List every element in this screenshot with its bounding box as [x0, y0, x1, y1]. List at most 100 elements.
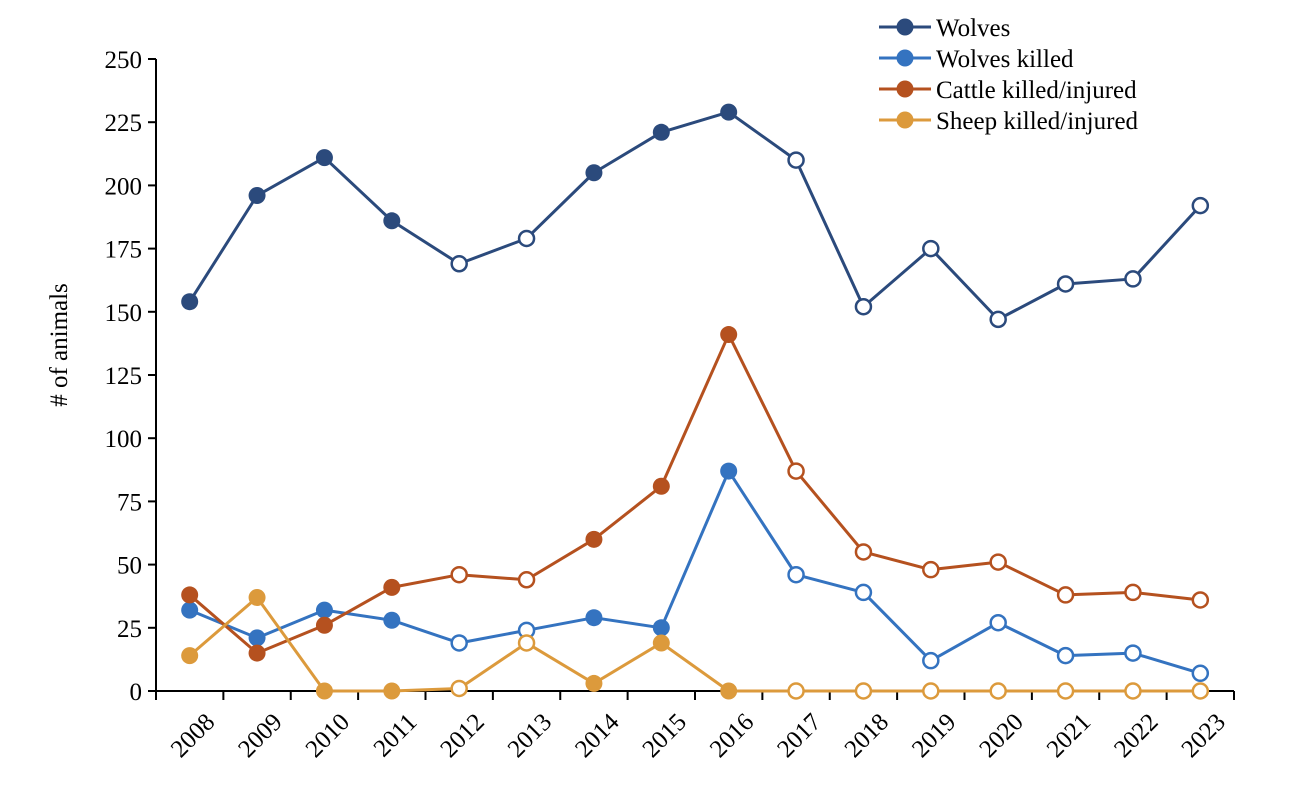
data-point — [854, 682, 873, 700]
x-tick-label: 2015 — [637, 709, 691, 763]
x-tick-label: 2023 — [1176, 709, 1230, 763]
y-tick-label: 150 — [105, 300, 143, 327]
data-point — [787, 151, 805, 169]
data-point — [989, 613, 1007, 632]
data-point — [854, 297, 873, 316]
data-point — [517, 229, 536, 248]
data-point — [585, 164, 603, 182]
x-tick-label: 2013 — [503, 709, 557, 763]
y-tick-label: 250 — [105, 47, 143, 74]
data-point — [450, 634, 468, 652]
data-point — [1191, 591, 1210, 609]
data-point — [450, 565, 468, 584]
series-wolves-killed — [181, 462, 1210, 683]
legend-item: Wolves killed — [879, 46, 1074, 73]
data-point — [1124, 583, 1142, 602]
y-tick-label: 50 — [117, 553, 142, 580]
data-point — [989, 553, 1007, 571]
data-point — [450, 679, 468, 698]
series-sheep-killed-injured — [181, 588, 1210, 700]
data-point — [1056, 646, 1075, 665]
data-point — [652, 123, 670, 141]
data-point — [181, 601, 199, 619]
data-point — [720, 682, 738, 700]
data-point — [720, 462, 738, 480]
series-layer — [181, 103, 1210, 700]
y-tick-label: 175 — [105, 237, 143, 264]
data-point — [1056, 682, 1075, 700]
data-point — [1056, 586, 1075, 604]
y-axis-title: # of animals — [46, 283, 73, 407]
data-point — [315, 601, 333, 619]
y-tick-label: 200 — [105, 173, 143, 200]
legend-label: Wolves — [936, 15, 1010, 42]
x-tick-label: 2012 — [435, 709, 489, 763]
x-tick-label: 2022 — [1109, 709, 1163, 763]
data-point — [585, 530, 603, 548]
legend: Wolves Wolves killed Cattle killed/injured… — [879, 15, 1139, 135]
data-point — [989, 310, 1007, 329]
data-point — [1191, 682, 1210, 700]
data-point — [787, 462, 805, 480]
data-point — [922, 239, 940, 258]
data-point — [989, 682, 1007, 700]
data-point — [181, 293, 199, 311]
series-line — [188, 595, 1201, 693]
data-point — [383, 611, 401, 629]
data-point — [652, 619, 670, 637]
x-tick-label: 2008 — [166, 709, 220, 763]
data-point — [1124, 682, 1142, 700]
x-tick-label: 2010 — [301, 709, 355, 763]
data-point — [854, 583, 873, 602]
legend-item: Cattle killed/injured — [879, 77, 1137, 104]
series-line — [189, 469, 1201, 675]
x-tick-label: 2009 — [233, 709, 287, 763]
legend-marker — [896, 80, 914, 98]
data-point — [922, 560, 940, 579]
data-point — [181, 586, 199, 604]
data-point — [1124, 270, 1142, 288]
series-wolves — [181, 103, 1210, 329]
legend-item: Wolves — [879, 15, 1010, 42]
y-tick-label: 75 — [117, 489, 142, 516]
data-point — [517, 634, 536, 652]
data-point — [1124, 644, 1142, 662]
data-point — [1191, 196, 1210, 215]
x-tick-label: 2021 — [1042, 709, 1096, 763]
x-tick-label: 2011 — [369, 709, 423, 763]
data-point — [585, 609, 603, 627]
data-point — [652, 477, 670, 495]
data-point — [787, 682, 805, 700]
legend-label: Sheep killed/injured — [936, 108, 1139, 135]
data-point — [315, 149, 333, 167]
data-point — [652, 634, 670, 652]
data-point — [248, 629, 266, 647]
x-tick-label: 2017 — [772, 709, 826, 763]
legend-label: Wolves killed — [936, 46, 1074, 73]
data-point — [1191, 664, 1210, 683]
y-tick-label: 0 — [130, 679, 143, 706]
data-point — [585, 674, 603, 692]
x-ticks: 2008 2009 2010 2011 2012 2013 2014 2015 2016 2017… — [155, 691, 1235, 763]
legend-item: Sheep killed/injured — [879, 108, 1139, 135]
data-point — [1056, 275, 1075, 293]
x-tick-label: 2019 — [907, 709, 961, 763]
x-tick-label: 2018 — [840, 709, 894, 763]
data-point — [854, 543, 873, 561]
data-point — [181, 647, 199, 665]
data-point — [720, 103, 738, 121]
x-tick-label: 2020 — [974, 709, 1028, 763]
x-tick-label: 2014 — [570, 708, 625, 763]
y-tick-label: 125 — [105, 363, 143, 390]
data-point — [248, 588, 266, 606]
legend-marker — [896, 18, 914, 36]
y-tick-label: 25 — [117, 616, 142, 643]
data-point — [922, 682, 940, 700]
y-ticks: 0 25 50 75 100 125 150 175 200 225 250 — [105, 47, 156, 706]
series-line — [188, 333, 1201, 655]
data-point — [383, 578, 401, 596]
y-tick-label: 100 — [105, 426, 143, 453]
y-tick-label: 225 — [105, 110, 143, 137]
series-cattle-killed-injured — [181, 326, 1210, 662]
